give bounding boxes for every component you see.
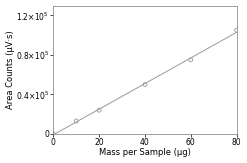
Point (235, 29, 239, 31)
Point (189, 59, 193, 61)
Point (51, 133, 55, 135)
Point (143, 83, 147, 86)
Point (74, 120, 78, 122)
Y-axis label: Area Counts (μV·s): Area Counts (μV·s) (5, 30, 15, 109)
Point (97, 109, 101, 111)
X-axis label: Mass per Sample (μg): Mass per Sample (μg) (99, 148, 191, 157)
